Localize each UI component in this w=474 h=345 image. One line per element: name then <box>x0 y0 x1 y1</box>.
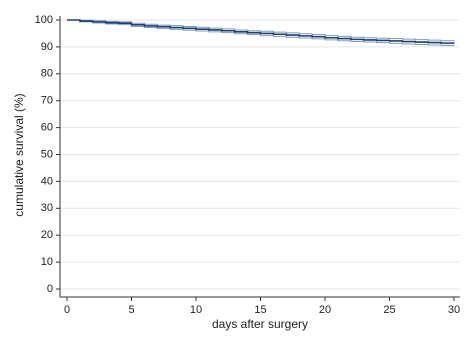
x-tick-label: 10 <box>190 304 202 316</box>
y-tick-label: 20 <box>41 229 53 241</box>
y-tick-label: 80 <box>41 68 53 80</box>
survival-line <box>67 19 455 44</box>
y-tick-label: 10 <box>41 256 53 268</box>
x-tick-label: 15 <box>254 304 266 316</box>
x-axis-label: days after surgery <box>212 317 308 331</box>
survival-line <box>67 19 455 47</box>
y-tick-label: 50 <box>41 148 53 160</box>
y-tick-label: 70 <box>41 95 53 107</box>
x-tick-label: 25 <box>383 304 395 316</box>
y-tick-label: 60 <box>41 122 53 134</box>
y-tick-label: 100 <box>35 14 53 26</box>
y-tick-label: 0 <box>47 283 53 295</box>
y-axis-label: cumulative survival (%) <box>12 93 26 216</box>
x-tick-label: 0 <box>64 304 70 316</box>
x-tick-label: 30 <box>448 304 460 316</box>
x-tick-label: 20 <box>319 304 331 316</box>
y-tick-label: 40 <box>41 175 53 187</box>
x-tick-label: 5 <box>128 304 134 316</box>
y-tick-label: 30 <box>41 202 53 214</box>
y-tick-label: 90 <box>41 41 53 53</box>
